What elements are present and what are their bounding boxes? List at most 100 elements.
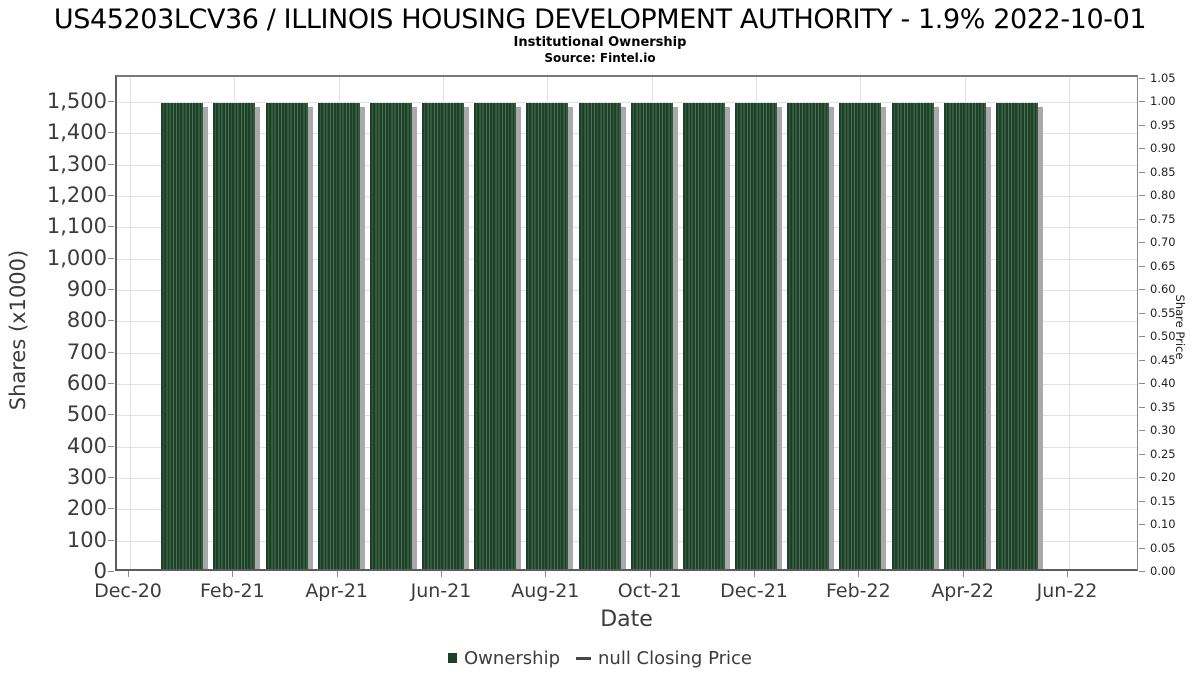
x-tick-label: Jun-22 <box>1036 580 1098 602</box>
gridline <box>117 164 1137 166</box>
bar <box>995 103 1038 569</box>
x-tick-mark <box>962 571 964 577</box>
y-left-tick-mark <box>108 571 114 572</box>
y-left-tick-mark <box>108 414 114 416</box>
x-tick-label: Feb-21 <box>199 580 265 602</box>
y-left-tick-mark <box>108 477 114 478</box>
y-left-tick-label: 600 <box>66 371 107 395</box>
gridline <box>1068 77 1070 569</box>
y-left-tick-label: 800 <box>66 308 107 333</box>
y-right-tick-mark <box>1139 124 1145 126</box>
y-left-tick-label: 1,400 <box>46 120 107 145</box>
legend-label: null Closing Price <box>598 647 752 669</box>
y-right-tick-label: 0.90 <box>1150 141 1176 156</box>
y-left-tick-label: 700 <box>66 339 107 364</box>
y-right-tick-label: 0.80 <box>1150 188 1176 203</box>
y-left-tick-mark <box>108 163 114 165</box>
gridline <box>117 415 1137 417</box>
y-left-tick-label: 100 <box>66 527 107 552</box>
y-left-tick-mark <box>108 289 114 290</box>
x-tick-mark <box>545 571 547 577</box>
y-right-tick-mark <box>1139 383 1145 385</box>
bar <box>735 103 777 569</box>
y-right-tick-mark <box>1139 148 1145 150</box>
y-right-tick-label: 0.35 <box>1150 399 1176 414</box>
y-right-tick-mark <box>1139 265 1145 267</box>
y-right-tick-label: 0.55 <box>1150 305 1176 320</box>
gridline <box>117 478 1137 479</box>
x-tick-label: Apr-21 <box>305 580 368 602</box>
y-right-tick-label: 0.05 <box>1150 540 1176 555</box>
y-right-tick-label: 0.75 <box>1150 211 1176 226</box>
y-right-tick-label: 0.40 <box>1150 376 1176 391</box>
y-left-tick-mark <box>108 508 114 510</box>
bar <box>213 103 256 569</box>
bar <box>839 103 882 569</box>
x-tick-label: Dec-20 <box>94 580 162 602</box>
y-left-tick-label: 1,100 <box>46 214 107 239</box>
gridline <box>117 384 1137 385</box>
y-left-tick-mark <box>108 226 114 228</box>
gridline <box>117 509 1137 511</box>
y-right-tick-label: 0.50 <box>1150 329 1176 344</box>
y-right-tick-mark <box>1139 195 1145 197</box>
x-tick-mark <box>753 571 755 577</box>
chart-subtitle: Institutional Ownership <box>513 35 687 50</box>
y-left-tick-label: 200 <box>66 496 107 521</box>
y-right-tick-mark <box>1139 101 1145 103</box>
y-left-tick-label: 1,300 <box>46 151 107 176</box>
bar <box>682 103 725 569</box>
x-tick-label: Jun-21 <box>410 580 472 602</box>
x-tick-label: Oct-21 <box>617 580 682 602</box>
x-tick-mark <box>440 571 442 577</box>
y-right-tick-label: 0.45 <box>1150 352 1176 367</box>
bar <box>526 103 569 569</box>
ownership-square-icon <box>448 653 458 663</box>
gridline <box>117 352 1137 354</box>
y-right-tick-label: 0.65 <box>1150 258 1176 273</box>
legend-item: null Closing Price <box>576 648 752 669</box>
y-left-tick-label: 300 <box>66 465 107 489</box>
bar <box>943 103 986 569</box>
y-right-tick-label: 0.25 <box>1150 446 1176 461</box>
y-right-tick-mark <box>1139 524 1145 526</box>
bar <box>317 103 360 569</box>
y-right-tick-mark <box>1139 571 1145 572</box>
y-left-tick-label: 1,500 <box>46 89 107 113</box>
y-axis-title-left: Shares (x1000) <box>6 249 30 411</box>
chart-legend: Ownership null Closing Price <box>0 646 1200 670</box>
y-left-tick-label: 900 <box>66 277 107 301</box>
y-right-tick-mark <box>1139 218 1145 220</box>
gridline <box>117 540 1137 542</box>
x-tick-label: Feb-22 <box>825 580 891 602</box>
y-right-tick-mark <box>1139 477 1145 479</box>
x-tick-label: Dec-21 <box>720 580 788 602</box>
y-left-tick-mark <box>108 320 114 322</box>
x-tick-mark <box>232 571 234 577</box>
y-right-tick-mark <box>1139 500 1145 502</box>
chart-title: US45203LCV36 / ILLINOIS HOUSING DEVELOPM… <box>53 4 1147 35</box>
y-axis-title-right: Share Price <box>1173 294 1187 360</box>
bar <box>161 103 204 569</box>
x-axis-title: Date <box>600 607 653 632</box>
y-right-tick-label: 0.85 <box>1150 164 1176 179</box>
gridline <box>117 133 1137 135</box>
gridline <box>117 102 1137 103</box>
x-tick-mark <box>128 571 129 577</box>
y-right-tick-label: 1.00 <box>1150 94 1176 109</box>
bar <box>265 103 308 569</box>
y-left-tick-mark <box>108 539 114 541</box>
x-tick-mark <box>858 571 860 577</box>
gridline <box>117 446 1137 448</box>
gridline <box>130 77 131 569</box>
bar <box>474 103 517 569</box>
gridline <box>117 290 1137 291</box>
bar <box>422 103 464 569</box>
y-left-tick-label: 400 <box>66 433 107 458</box>
bar <box>891 103 934 569</box>
y-right-tick-mark <box>1139 359 1145 361</box>
gridline <box>117 258 1137 260</box>
y-left-tick-mark <box>108 132 114 134</box>
x-tick-mark <box>1066 571 1068 577</box>
plot-area <box>115 75 1138 571</box>
